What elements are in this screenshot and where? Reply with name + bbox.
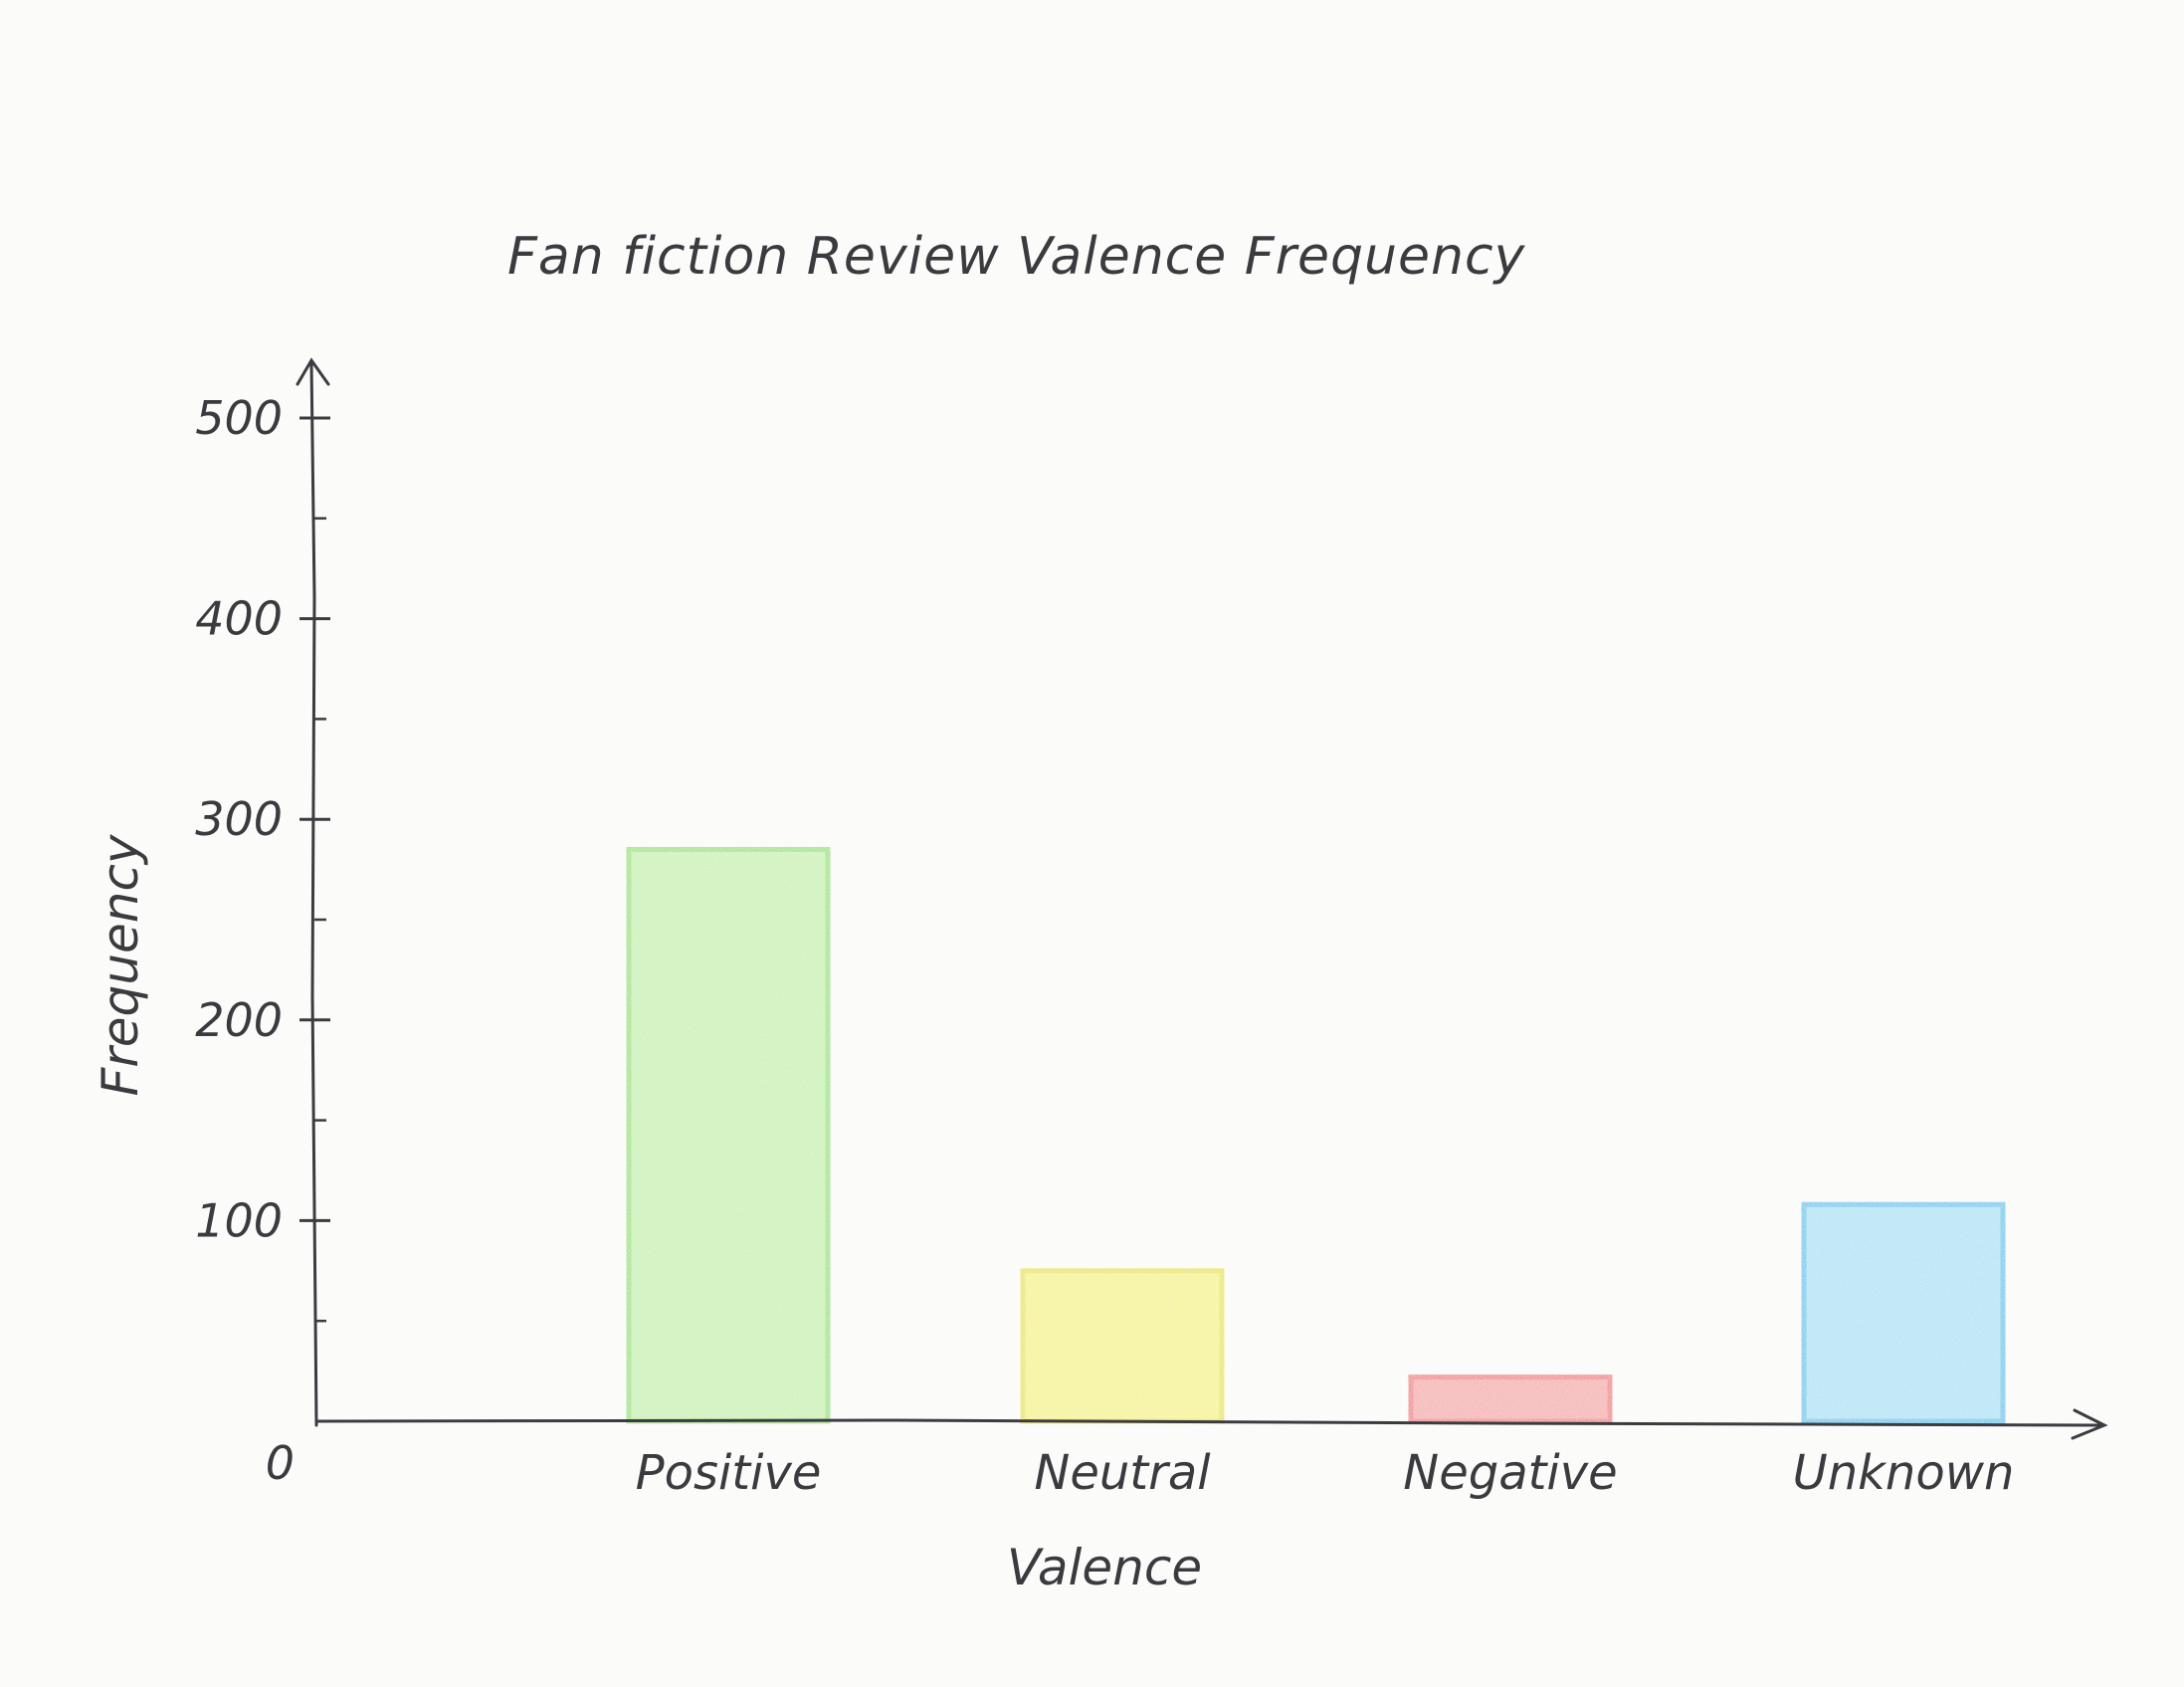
x-tick-label-neutral: Neutral xyxy=(1034,1445,1211,1501)
x-axis-arrow-icon xyxy=(2071,1408,2108,1440)
y-axis-label: Frequency xyxy=(92,833,149,1096)
y-tick-label: 0 xyxy=(266,1436,295,1490)
x-axis-line xyxy=(314,1418,2101,1427)
y-axis-line xyxy=(309,361,318,1427)
x-tick-label-positive: Positive xyxy=(636,1445,822,1501)
y-axis: 0 100 200 300 400 500 xyxy=(195,357,330,1490)
bars-layer xyxy=(626,846,2006,1424)
y-axis-arrow-icon xyxy=(296,357,330,386)
x-axis-label: Valence xyxy=(1007,1539,1202,1596)
x-tick-label-unknown: Unknown xyxy=(1793,1445,2015,1501)
bar-negative xyxy=(1408,1374,1613,1424)
x-tick-label-negative: Negative xyxy=(1403,1445,1617,1501)
bar-neutral xyxy=(1020,1268,1225,1424)
y-tick-label: 100 xyxy=(195,1193,283,1247)
y-ticks: 0 100 200 300 400 500 xyxy=(195,391,330,1490)
y-tick-label: 400 xyxy=(195,592,283,646)
bar-unknown xyxy=(1801,1201,2006,1424)
y-tick-label: 200 xyxy=(195,993,283,1047)
y-tick-label: 300 xyxy=(195,792,283,846)
chart-title: Fan fiction Review Valence Frequency xyxy=(507,227,1526,287)
y-tick-label: 500 xyxy=(195,391,283,445)
x-axis: Positive Neutral Negative Unknown xyxy=(314,1408,2108,1501)
x-tick-labels: Positive Neutral Negative Unknown xyxy=(636,1445,2015,1501)
bar-positive xyxy=(626,846,831,1424)
